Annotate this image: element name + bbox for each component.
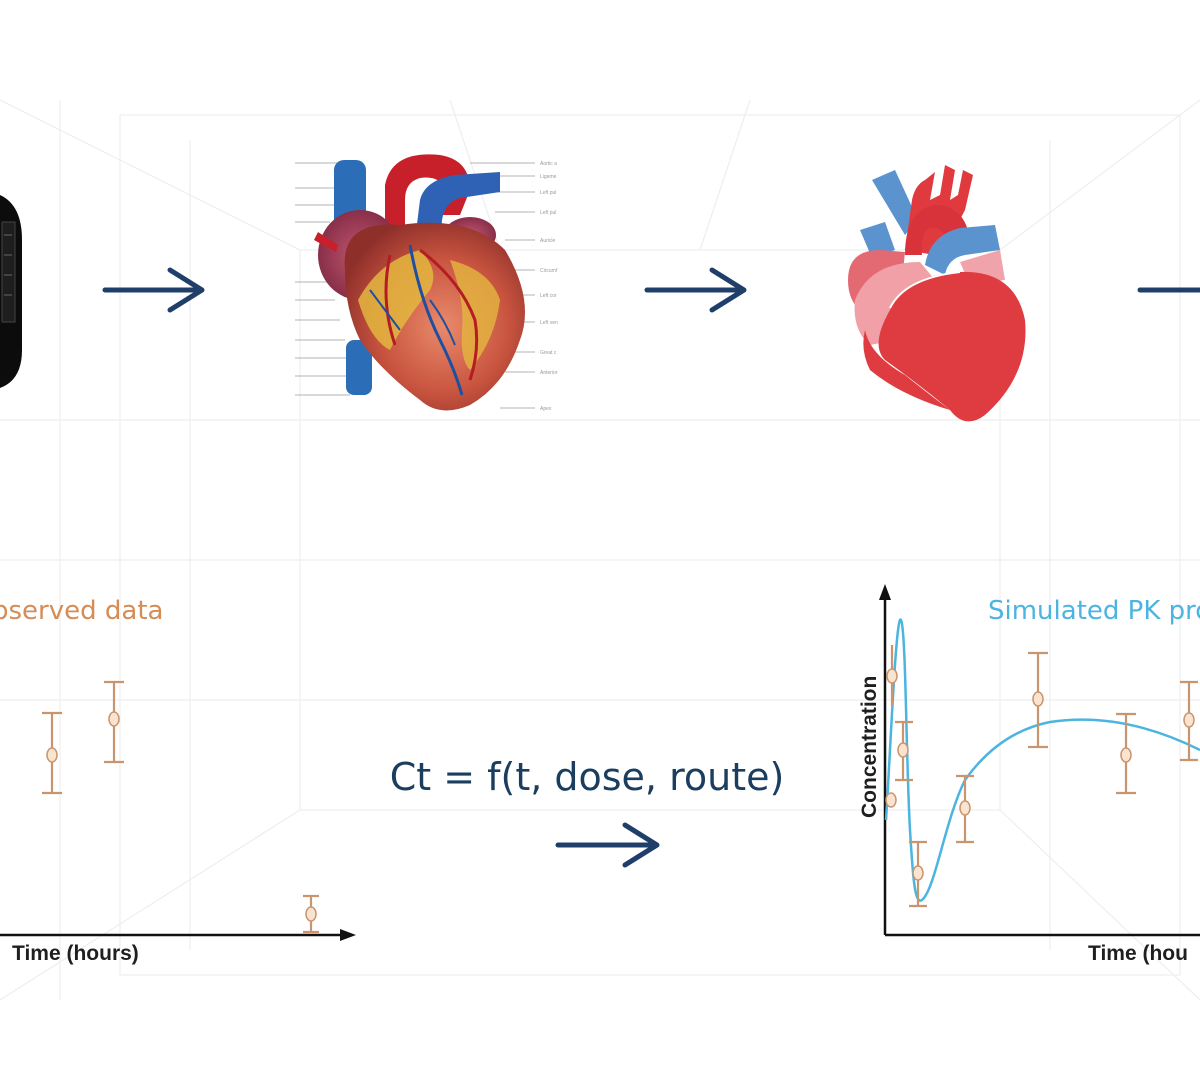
observed-point-marker — [959, 800, 971, 816]
background-grid — [0, 99, 1200, 1001]
svg-text:Left ven: Left ven — [540, 320, 558, 326]
simulated-title: Simulated PK pro — [988, 596, 1200, 626]
arrow-right-icon — [555, 822, 660, 868]
anatomical-heart-icon: Aortic a Ligame Left pul Left pul Auricl… — [295, 154, 558, 412]
model-equation-group: Ct = f(t, dose, route) — [390, 755, 785, 868]
observed-point-marker — [1183, 712, 1195, 728]
simulated-y-axis-label: Concentration — [858, 676, 881, 818]
observed-point-marker — [897, 742, 909, 758]
device-icon — [0, 195, 22, 388]
svg-text:Great c: Great c — [540, 350, 557, 356]
observed-data-panel: bserved data Time (hours) — [0, 596, 356, 965]
arrow-right-icon — [644, 267, 747, 313]
svg-text:Ligame: Ligame — [540, 174, 557, 180]
observed-x-axis-label: Time (hours) — [12, 942, 139, 965]
observed-point-marker — [885, 792, 897, 808]
observed-point-marker — [886, 668, 898, 684]
svg-text:Left pul: Left pul — [540, 190, 556, 196]
simplified-heart-icon — [848, 165, 1026, 422]
svg-text:Left pul: Left pul — [540, 210, 556, 216]
svg-text:Left cor: Left cor — [540, 293, 557, 299]
svg-text:Apex: Apex — [540, 406, 552, 412]
observed-point-marker — [1032, 691, 1044, 707]
svg-text:Aortic a: Aortic a — [540, 161, 557, 167]
simulated-pk-panel: Simulated PK pro Time (hou Concentration — [858, 584, 1200, 965]
observed-point-marker — [305, 906, 317, 922]
observed-point-marker — [46, 747, 58, 763]
model-equation: Ct = f(t, dose, route) — [390, 755, 785, 799]
svg-text:Anterior: Anterior — [540, 370, 558, 376]
observed-point-marker — [108, 711, 120, 727]
observed-point-marker — [912, 865, 924, 881]
simulated-pk-curve — [884, 618, 1200, 902]
svg-text:Auricle: Auricle — [540, 238, 556, 244]
observed-point-marker — [1120, 747, 1132, 763]
observed-title: bserved data — [0, 596, 163, 626]
simulated-x-axis-label: Time (hou — [1088, 942, 1188, 965]
svg-text:Circumf: Circumf — [540, 268, 558, 274]
arrow-right-icon — [102, 267, 205, 313]
